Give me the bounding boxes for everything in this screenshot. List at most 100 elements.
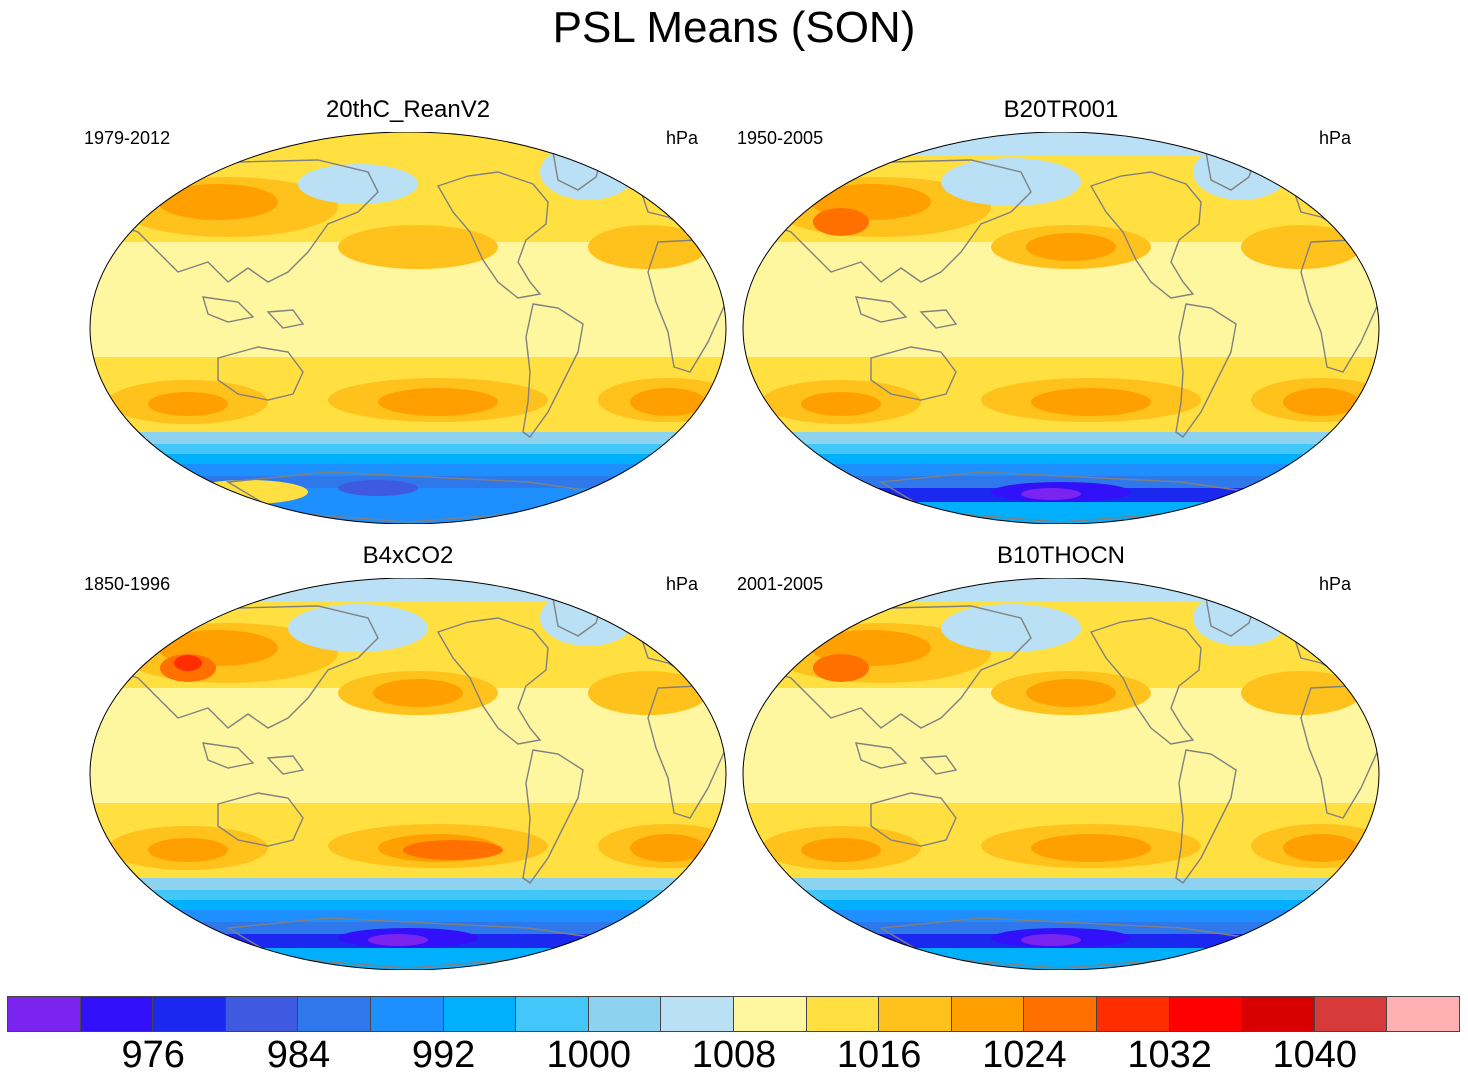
psl-high-south-atlantic-core [1283, 834, 1359, 862]
colorbar-swatch [7, 996, 81, 1032]
panel-units: hPa [665, 574, 698, 594]
colorbar-swatch [660, 996, 734, 1032]
psl-low-band-3 [90, 454, 726, 464]
panel-period: 1850-1996 [84, 574, 171, 594]
colorbar-swatch [1023, 996, 1097, 1032]
coastline [1089, 617, 1202, 745]
map-field [90, 578, 726, 970]
coastline [919, 309, 958, 329]
psl-high-south-indian-core [148, 392, 228, 416]
psl-low-band-1 [90, 878, 726, 890]
psl-high-south-pacific-core [1031, 388, 1151, 416]
psl-low-band-2 [743, 890, 1379, 900]
coastline [1089, 171, 1202, 299]
psl-high-north-atlantic [588, 671, 708, 715]
psl-high-north-pacific [338, 225, 498, 269]
psl-low-icelandic [540, 144, 636, 200]
coastline [266, 755, 305, 775]
map-field [90, 132, 726, 524]
psl-high-tibet [813, 654, 869, 682]
panel-units: hPa [665, 128, 698, 148]
map-outline [742, 132, 1380, 524]
coastline [870, 792, 957, 847]
coastline [107, 605, 379, 729]
colorbar-label: 984 [266, 1034, 331, 1076]
colorbar-swatch [878, 996, 952, 1032]
coastline [760, 605, 1032, 729]
psl-low-center [1021, 934, 1081, 946]
colorbar-swatch [79, 996, 154, 1032]
panel-title: B10THOCN [996, 542, 1126, 569]
psl-high-south-indian-core [801, 838, 881, 862]
psl-low-aleutian [941, 604, 1081, 652]
colorbar-swatch [152, 996, 226, 1032]
coastline [436, 617, 549, 745]
map-outline [89, 578, 727, 970]
psl-high-south-pacific-core [378, 388, 498, 416]
coastline [202, 296, 255, 323]
coastline [202, 742, 255, 769]
psl-high-south-indian-core [148, 838, 228, 862]
psl-low-band-3 [743, 454, 1379, 464]
psl-low-band-6 [90, 488, 726, 524]
psl-map [742, 132, 1380, 524]
psl-map [89, 578, 727, 970]
colorbar-label: 1032 [1127, 1034, 1212, 1076]
coastline [855, 742, 908, 769]
psl-antarctic [90, 948, 726, 970]
psl-antarctic-plateau [188, 480, 308, 504]
colorbar-label: 1000 [546, 1034, 632, 1076]
psl-high-north-atlantic [588, 225, 708, 269]
psl-low-center [1021, 488, 1081, 500]
panel-period: 1979-2012 [84, 128, 171, 148]
psl-low-band-4 [743, 910, 1379, 922]
psl-antarctic [743, 502, 1379, 524]
psl-low-aleutian [298, 164, 418, 204]
colorbar-swatch [515, 996, 589, 1032]
colorbar-label: 1016 [836, 1034, 922, 1076]
colorbar-label: 976 [121, 1034, 185, 1076]
psl-low-band-1 [743, 432, 1379, 444]
colorbar-swatch [950, 996, 1025, 1032]
psl-high-tibet [813, 208, 869, 236]
panel-units: hPa [1318, 128, 1351, 148]
colorbar-swatch [587, 996, 662, 1032]
psl-low-band-4 [743, 464, 1379, 476]
psl-low-arctic [743, 132, 1379, 156]
psl-high-north-atlantic [1241, 671, 1361, 715]
colorbar-swatch [1386, 996, 1460, 1032]
psl-low-band-2 [90, 444, 726, 454]
coastline [217, 792, 304, 847]
colorbar-label: 992 [411, 1034, 476, 1076]
psl-map [742, 578, 1380, 970]
psl-high-tibet-peak [174, 655, 202, 671]
panel-title: 20thC_ReanV2 [325, 96, 491, 123]
psl-low-icelandic [1193, 590, 1289, 646]
coastline [919, 755, 958, 775]
map-field [743, 132, 1379, 524]
colorbar-swatch [442, 996, 517, 1032]
panel-title: B20TR001 [1003, 96, 1119, 123]
coastline [522, 303, 584, 438]
psl-low-icelandic [540, 590, 636, 646]
panel-units: hPa [1318, 574, 1351, 594]
colorbar-swatch [1095, 996, 1170, 1032]
coastline [870, 346, 957, 401]
coastline [760, 159, 1032, 283]
psl-high-south-atlantic-core [630, 388, 706, 416]
coastline [436, 171, 549, 299]
psl-low-band-2 [743, 444, 1379, 454]
colorbar-swatch [1241, 996, 1315, 1032]
colorbar-swatch [805, 996, 880, 1032]
colorbar-swatch [224, 996, 299, 1032]
psl-map [89, 132, 727, 524]
psl-low-band-1 [743, 878, 1379, 890]
panel-period: 2001-2005 [737, 574, 824, 594]
psl-low-aleutian [288, 604, 428, 652]
psl-high-north-pacific-core [373, 679, 463, 707]
psl-low-band-4 [90, 464, 726, 476]
psl-antarctic [743, 948, 1379, 970]
map-field [743, 578, 1379, 970]
colorbar [7, 996, 1460, 1032]
psl-low-aleutian [941, 158, 1081, 206]
